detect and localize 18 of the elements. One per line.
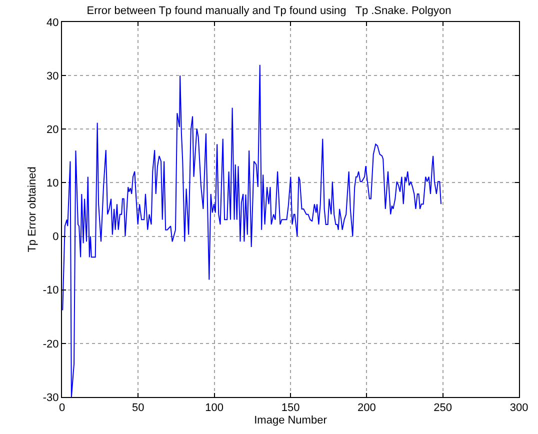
- x-axis-title: Image Number: [254, 414, 328, 426]
- y-tick-label: 0: [52, 231, 59, 244]
- x-tick-label: 150: [281, 402, 300, 414]
- y-tick-label: 10: [46, 178, 59, 190]
- y-tick-label: -20: [42, 338, 59, 350]
- y-tick-label: 30: [46, 70, 59, 82]
- x-tick-label: 50: [132, 402, 144, 414]
- x-tick-label: 300: [510, 402, 528, 414]
- chart-title: Error between Tp found manually and Tp found using Tp .Snake. Polgyon: [86, 5, 452, 18]
- y-tick-label: 20: [46, 124, 59, 136]
- x-tick-label: 200: [357, 402, 376, 414]
- line-series: [62, 64, 442, 397]
- x-tick-label: 100: [205, 402, 224, 414]
- y-tick-label: 40: [46, 16, 59, 29]
- y-tick-label: -30: [42, 392, 59, 404]
- x-tick-label: 250: [434, 402, 452, 414]
- y-axis-title: Tp Error obtained: [26, 166, 39, 252]
- y-tick-label: -10: [42, 284, 59, 297]
